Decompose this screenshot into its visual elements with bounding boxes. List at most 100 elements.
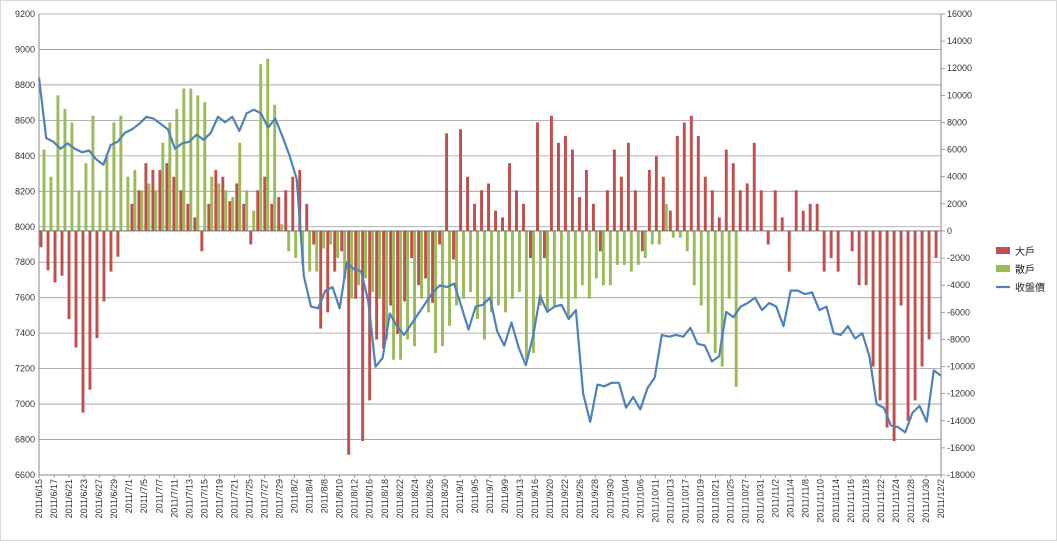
bar-san-hu: [399, 230, 403, 360]
bar-da-hu: [654, 156, 658, 231]
bar-san-hu: [552, 230, 556, 306]
bar-san-hu: [434, 230, 437, 353]
x-tick-label: 2011/9/26: [575, 479, 585, 518]
bar-san-hu: [720, 230, 724, 367]
bar-san-hu: [364, 230, 368, 279]
bar-da-hu: [291, 176, 295, 231]
bar-san-hu: [545, 230, 549, 313]
bar-da-hu: [920, 230, 924, 367]
y-right-tick-label: -2000: [947, 253, 970, 263]
bar-da-hu: [74, 230, 78, 348]
bar-da-hu: [871, 230, 875, 367]
y-left-tick-label: 8200: [15, 186, 35, 196]
bar-san-hu: [217, 183, 221, 231]
x-tick-label: 2011/9/20: [545, 479, 555, 518]
bar-da-hu: [752, 142, 756, 231]
bar-da-hu: [878, 230, 882, 401]
bar-da-hu: [773, 190, 777, 231]
bar-san-hu: [224, 190, 228, 231]
bar-da-hu: [780, 217, 784, 231]
bar-da-hu: [815, 203, 819, 231]
bar-da-hu: [172, 176, 176, 231]
bar-san-hu: [573, 230, 577, 299]
y-left-tick-label: 8400: [15, 151, 35, 161]
x-tick-label: 2011/9/30: [605, 479, 615, 518]
bar-san-hu: [559, 230, 563, 299]
bar-da-hu: [689, 115, 693, 231]
bar-san-hu: [343, 230, 347, 279]
y-right-tick-label: -4000: [947, 280, 970, 290]
bar-san-hu: [161, 142, 165, 231]
bar-da-hu: [298, 169, 302, 231]
bar-da-hu: [668, 210, 672, 231]
bar-san-hu: [427, 230, 431, 313]
bar-san-hu: [510, 230, 514, 299]
x-tick-label: 2011/10/21: [711, 479, 721, 523]
y-right-tick-label: 14000: [947, 36, 972, 46]
bar-san-hu: [98, 190, 102, 231]
bar-da-hu: [570, 149, 574, 231]
bar-da-hu: [808, 203, 812, 231]
x-tick-label: 2011/10/31: [756, 479, 766, 523]
bar-da-hu: [263, 176, 267, 231]
bar-da-hu: [584, 169, 588, 231]
y-left-tick-label: 7000: [15, 399, 35, 409]
bar-da-hu: [207, 203, 211, 231]
bar-san-hu: [587, 230, 591, 299]
bar-da-hu: [501, 217, 504, 231]
x-tick-label: 2011/7/15: [199, 479, 209, 518]
bar-da-hu: [577, 197, 581, 231]
bar-da-hu: [116, 230, 120, 257]
bar-da-hu: [647, 169, 651, 231]
x-tick-label: 2011/6/23: [79, 479, 89, 518]
bar-da-hu: [340, 230, 344, 252]
bar-da-hu: [626, 142, 630, 231]
bar-san-hu: [329, 230, 333, 245]
bar-da-hu: [549, 115, 553, 231]
bar-san-hu: [56, 95, 60, 231]
bar-san-hu: [182, 88, 186, 231]
bar-da-hu: [536, 122, 539, 231]
bar-da-hu: [200, 230, 204, 252]
bar-da-hu: [221, 176, 225, 231]
bar-san-hu: [126, 176, 130, 231]
bar-san-hu: [608, 230, 612, 286]
bar-da-hu: [522, 203, 525, 231]
bar-da-hu: [403, 230, 407, 302]
bar-san-hu: [105, 156, 109, 231]
x-tick-label: 2011/11/30: [921, 479, 931, 523]
bar-san-hu: [657, 230, 661, 245]
y-right-tick-label: 8000: [947, 117, 967, 127]
x-tick-label: 2011/9/7: [485, 479, 495, 513]
y-left-tick-label: 7200: [15, 364, 35, 374]
bar-san-hu: [503, 230, 507, 313]
bar-da-hu: [563, 136, 567, 231]
bar-san-hu: [294, 230, 298, 259]
bar-san-hu: [245, 190, 249, 231]
bar-san-hu: [252, 210, 256, 231]
bar-san-hu: [420, 230, 424, 299]
bar-san-hu: [671, 230, 675, 238]
bar-da-hu: [102, 230, 106, 302]
bar-da-hu: [165, 163, 169, 231]
bar-da-hu: [333, 230, 337, 272]
x-tick-label: 2011/8/8: [320, 479, 330, 513]
bar-san-hu: [371, 230, 375, 292]
bar-san-hu: [175, 108, 179, 231]
bar-da-hu: [731, 163, 735, 231]
bar-da-hu: [235, 183, 239, 231]
bar-da-hu: [466, 176, 470, 231]
bar-da-hu: [633, 190, 637, 231]
bar-san-hu: [706, 230, 710, 333]
bar-da-hu: [424, 230, 428, 279]
bar-san-hu: [84, 163, 88, 231]
bar-san-hu: [566, 230, 570, 320]
bar-da-hu: [675, 136, 679, 231]
x-tick-label: 2011/7/21: [229, 479, 239, 518]
bar-da-hu: [354, 230, 358, 299]
bar-san-hu: [91, 115, 95, 231]
bar-da-hu: [794, 190, 798, 231]
bar-da-hu: [375, 230, 379, 340]
bar-san-hu: [273, 104, 277, 231]
bar-da-hu: [151, 169, 155, 231]
